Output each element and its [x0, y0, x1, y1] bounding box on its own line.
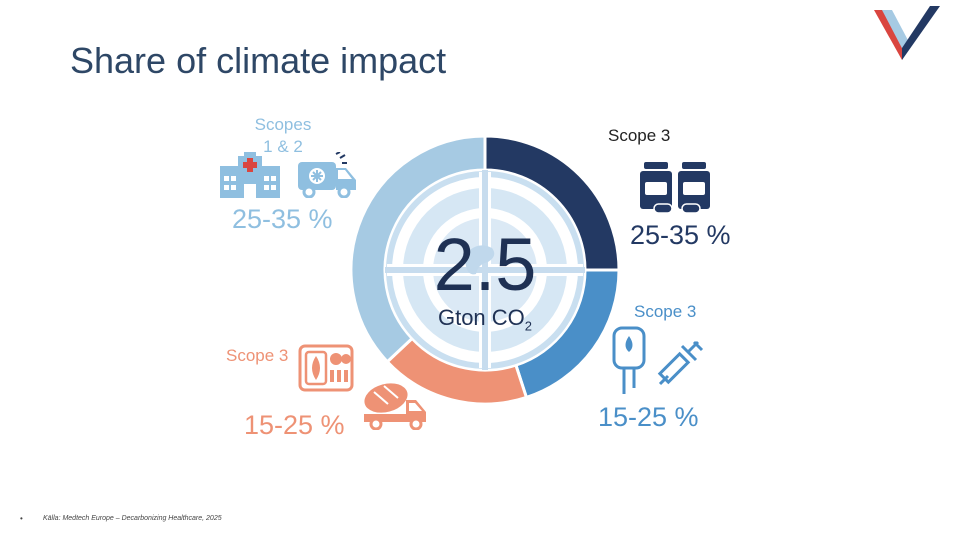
- scope3-pharma-range: 25-35 %: [630, 220, 731, 250]
- hospital-icon: [220, 152, 280, 198]
- food-tray-icon: [298, 344, 354, 392]
- total-unit: Gton CO2: [437, 305, 533, 334]
- ambulance-icon: [298, 152, 356, 198]
- total-value: 2.5: [433, 223, 537, 306]
- scope3-food-label: Scope 3: [226, 346, 289, 365]
- cement-truck-icon: [364, 383, 426, 430]
- footer-bullet: •: [20, 514, 23, 523]
- syringe-icon: [657, 340, 704, 386]
- medicine-bottles-icon: [640, 162, 710, 214]
- scope12-range: 25-35 %: [232, 204, 333, 234]
- source-note: Källa: Medtech Europe – Decarbonizing He…: [43, 515, 222, 522]
- scope12-label: Scopes 1 & 2: [254, 115, 312, 156]
- scope3-devices-label: Scope 3: [634, 302, 697, 321]
- logo-v-icon: [874, 6, 940, 60]
- scope3-devices-range: 15-25 %: [598, 402, 699, 432]
- page-title: Share of climate impact: [70, 40, 447, 81]
- scope3-food-range: 15-25 %: [244, 410, 345, 440]
- glucose-meter-icon: [612, 326, 646, 394]
- globe-target-icon: [385, 170, 585, 370]
- scope3-pharma-label: Scope 3: [608, 126, 671, 145]
